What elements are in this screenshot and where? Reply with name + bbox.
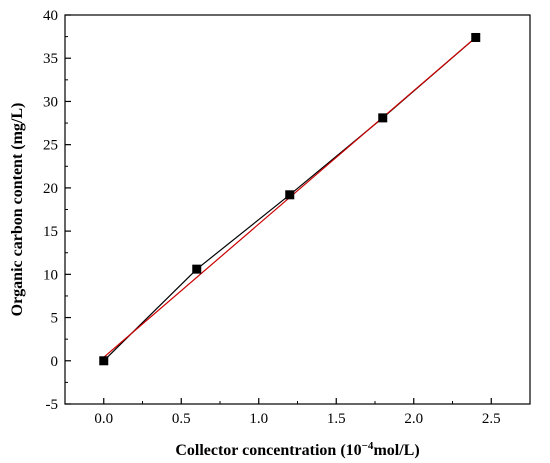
y-tick-label: 10 <box>43 267 58 283</box>
y-tick-label: 40 <box>43 8 58 24</box>
y-tick-label: 0 <box>51 354 59 370</box>
series-layer <box>99 32 481 366</box>
x-axis-title: Collector concentration (10−4mol/L) <box>175 440 419 459</box>
plot-frame <box>64 14 531 405</box>
data-point <box>192 264 202 274</box>
data-point <box>285 190 295 200</box>
y-tick-label: 5 <box>51 311 59 327</box>
y-tick-label: 25 <box>43 138 58 154</box>
y-axis-title: Organic carbon content (mg/L) <box>9 103 26 317</box>
data-point <box>99 356 109 366</box>
data-point <box>471 32 481 42</box>
y-tick-label: -5 <box>46 397 59 413</box>
x-tick-label: 1.0 <box>249 411 268 427</box>
x-tick-label: 1.5 <box>327 411 346 427</box>
y-tick-label: 20 <box>43 181 58 197</box>
y-tick-label: 35 <box>43 51 58 67</box>
y-tick-label: 30 <box>43 94 58 110</box>
ticks <box>65 14 492 405</box>
tick-labels: 0.0 0.5 1.0 1.5 2.0 2.5 -5 0 5 10 15 20 25 30 35 40 <box>43 8 501 427</box>
y-tick-label: 15 <box>43 224 58 240</box>
x-tick-label: 0.5 <box>172 411 191 427</box>
x-tick-label: 2.0 <box>404 411 423 427</box>
x-tick-label: 2.5 <box>482 411 501 427</box>
data-point <box>378 113 388 123</box>
x-tick-label: 0.0 <box>94 411 113 427</box>
